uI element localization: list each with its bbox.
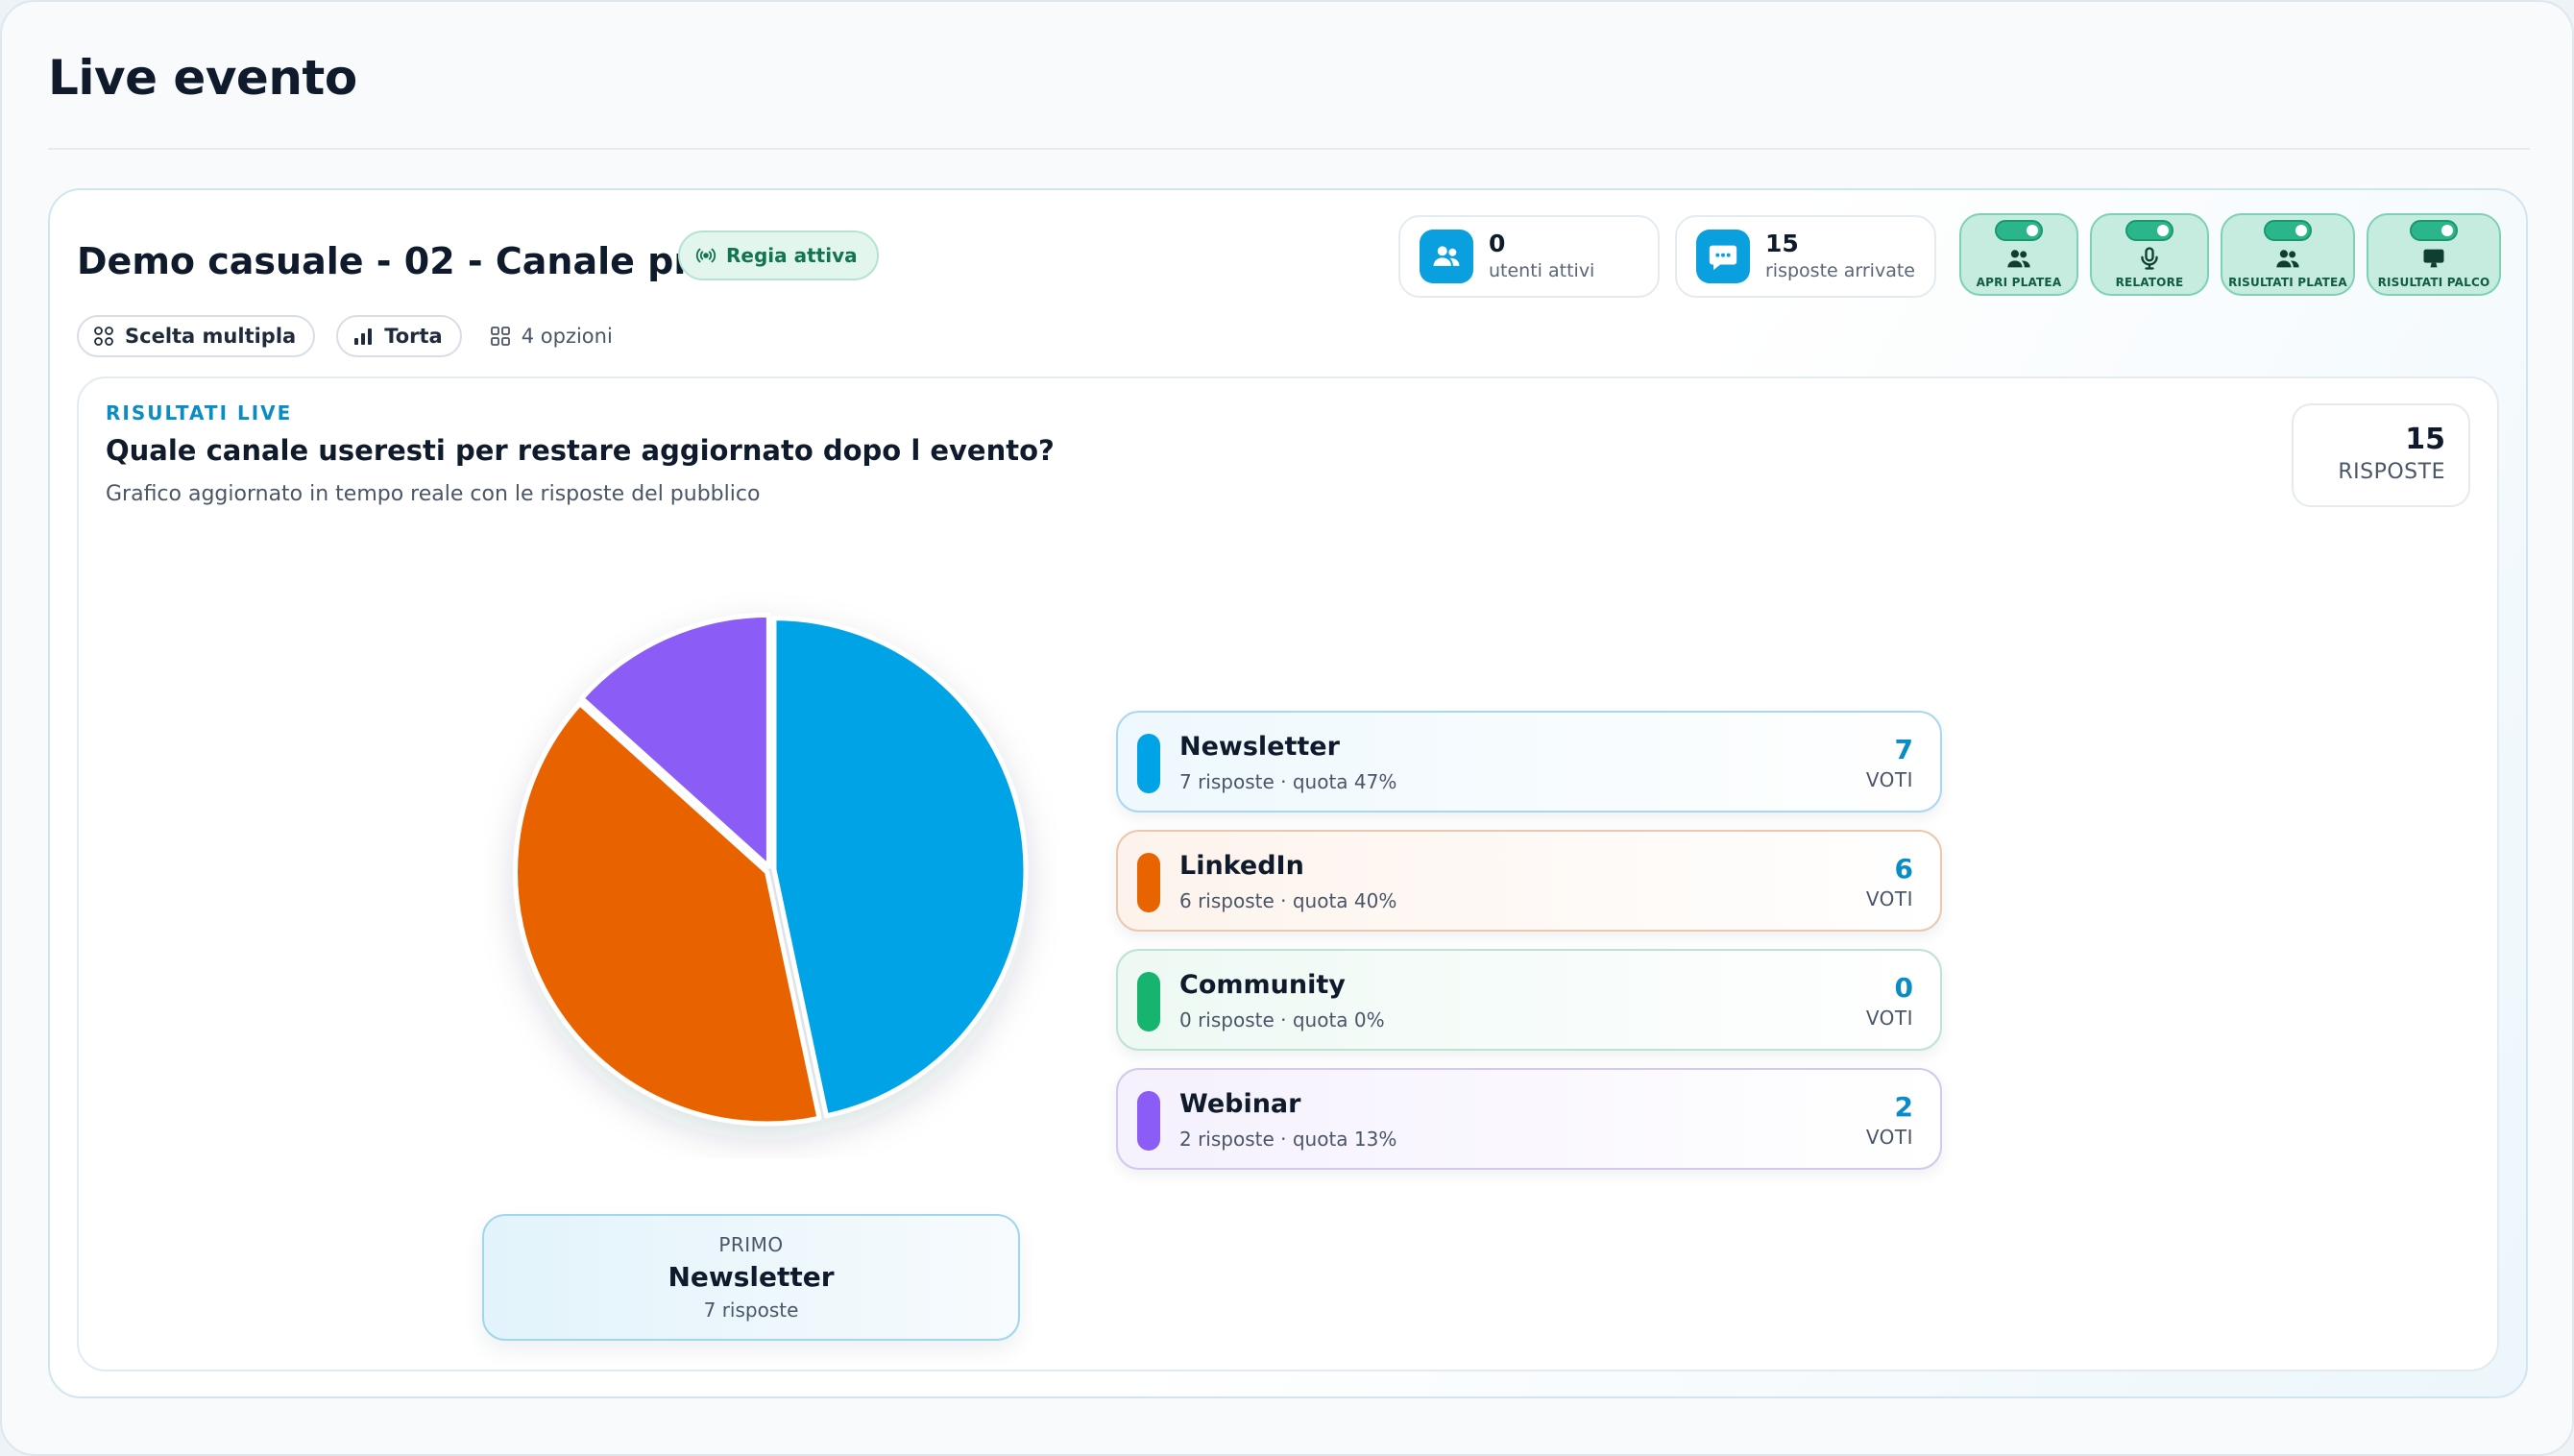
legend-color-bar — [1137, 1091, 1160, 1151]
legend-color-bar — [1137, 972, 1160, 1031]
legend-item-community: Community 0 risposte · quota 0% 0 VOTI — [1116, 949, 1942, 1051]
toggle-switch[interactable] — [2125, 220, 2173, 241]
legend-option-name: LinkedIn — [1179, 851, 1304, 881]
pie-slice-newsletter — [771, 616, 1029, 1119]
legend-votes-label: VOTI — [1865, 887, 1913, 910]
toggle-risultati-palco[interactable]: RISULTATI PALCO — [2367, 213, 2501, 296]
legend-option-votes: 6 — [1894, 853, 1913, 885]
pie-slice-linkedin — [513, 701, 822, 1127]
legend-item-webinar: Webinar 2 risposte · quota 13% 2 VOTI — [1116, 1068, 1942, 1170]
stat-answers-value: 15 — [1765, 230, 1799, 257]
total-responses-value: 15 — [2405, 423, 2445, 456]
toggle-apri-platea[interactable]: APRI PLATEA — [1959, 213, 2078, 296]
broadcast-icon — [695, 248, 716, 263]
tag-question-type-label: Scelta multipla — [125, 325, 297, 348]
title-divider — [48, 148, 2530, 150]
tag-chart-type: Torta — [336, 315, 462, 357]
chat-icon — [1696, 230, 1750, 283]
legend-option-votes: 2 — [1894, 1091, 1913, 1123]
options-grid-icon — [94, 327, 113, 346]
microphone-icon — [2141, 247, 2158, 270]
leader-card: PRIMO Newsletter 7 risposte — [482, 1214, 1020, 1341]
toggle-risultati-platea-label: RISULTATI PLATEA — [2228, 276, 2347, 289]
pie-slice-webinar — [579, 612, 771, 869]
legend-option-meta: 6 risposte · quota 40% — [1179, 889, 1397, 912]
toggle-relatore-label: RELATORE — [2115, 276, 2184, 289]
page-title: Live evento — [48, 50, 357, 106]
toggle-apri-platea-label: APRI PLATEA — [1976, 276, 2062, 289]
legend-votes-label: VOTI — [1865, 768, 1913, 791]
leader-name: Newsletter — [668, 1261, 835, 1293]
leader-count: 7 risposte — [703, 1298, 799, 1322]
question-tags: Scelta multipla Torta 4 opzioni — [77, 315, 613, 357]
legend-votes-label: VOTI — [1865, 1126, 1913, 1149]
tag-question-type: Scelta multipla — [77, 315, 316, 357]
legend-option-name: Webinar — [1179, 1089, 1301, 1119]
bar-chart-icon — [354, 328, 373, 345]
legend-option-name: Newsletter — [1179, 732, 1340, 762]
tag-options-count-label: 4 opzioni — [521, 325, 613, 348]
legend-option-meta: 2 risposte · quota 13% — [1179, 1128, 1397, 1151]
pie-chart-svg — [513, 612, 1029, 1127]
legend-option-votes: 0 — [1894, 972, 1913, 1004]
tag-chart-type-label: Torta — [384, 325, 443, 348]
toggle-risultati-palco-label: RISULTATI PALCO — [2377, 276, 2490, 289]
total-responses-box: 15 RISPOSTE — [2292, 403, 2470, 507]
tag-options-count: 4 opzioni — [483, 315, 613, 357]
stat-active-users-value: 0 — [1489, 230, 1506, 257]
toggle-switch[interactable] — [1995, 220, 2043, 241]
leader-label: PRIMO — [718, 1233, 784, 1256]
results-subtitle: Grafico aggiornato in tempo reale con le… — [106, 482, 761, 506]
toggle-switch[interactable] — [2410, 220, 2458, 241]
stat-answers-label: risposte arrivate — [1765, 260, 1915, 281]
legend-option-meta: 0 risposte · quota 0% — [1179, 1008, 1385, 1031]
toggle-relatore[interactable]: RELATORE — [2090, 213, 2209, 296]
toggle-switch[interactable] — [2264, 220, 2312, 241]
monitor-icon — [2423, 249, 2444, 268]
users-icon — [2007, 250, 2030, 268]
stat-active-users: 0 utenti attivi — [1398, 215, 1660, 298]
pie-chart — [482, 582, 1058, 1158]
toggle-risultati-platea[interactable]: RISULTATI PLATEA — [2221, 213, 2355, 296]
users-icon — [2276, 250, 2299, 268]
legend-option-meta: 7 risposte · quota 47% — [1179, 770, 1397, 793]
legend-color-bar — [1137, 853, 1160, 912]
total-responses-label: RISPOSTE — [2338, 460, 2445, 484]
regia-status-badge: Regia attiva — [678, 231, 879, 280]
event-card: Demo casuale - 02 - Canale preferito Reg… — [48, 188, 2528, 1398]
results-kicker: RISULTATI LIVE — [106, 401, 293, 425]
legend-item-newsletter: Newsletter 7 risposte · quota 47% 7 VOTI — [1116, 711, 1942, 813]
users-icon — [1420, 230, 1473, 283]
legend-color-bar — [1137, 734, 1160, 793]
stat-active-users-label: utenti attivi — [1489, 260, 1595, 281]
results-panel: RISULTATI LIVE Quale canale useresti per… — [77, 376, 2499, 1371]
options-legend: Newsletter 7 risposte · quota 47% 7 VOTI Lin… — [1116, 711, 1942, 1187]
legend-item-linkedin: LinkedIn 6 risposte · quota 40% 6 VOTI — [1116, 830, 1942, 932]
stat-answers: 15 risposte arrivate — [1675, 215, 1936, 298]
legend-votes-label: VOTI — [1865, 1007, 1913, 1030]
legend-option-name: Community — [1179, 970, 1346, 1000]
results-question: Quale canale useresti per restare aggior… — [106, 434, 1055, 467]
regia-status-label: Regia attiva — [726, 244, 858, 267]
squares-icon — [490, 327, 510, 346]
legend-option-votes: 7 — [1894, 734, 1913, 765]
